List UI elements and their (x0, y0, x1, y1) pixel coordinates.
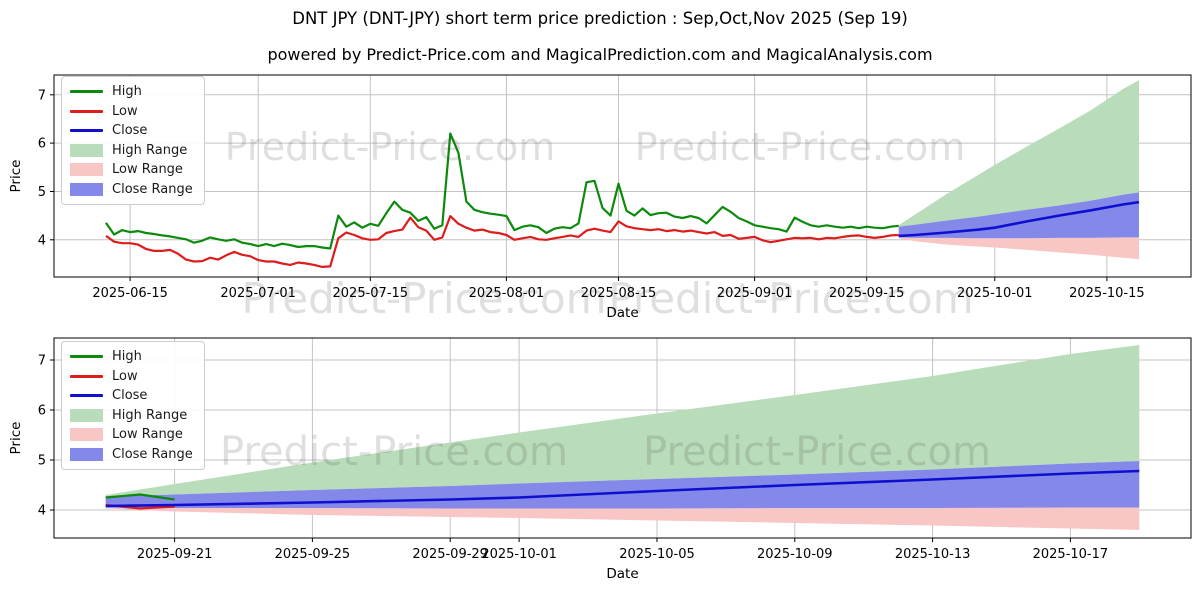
legend-item-low-range: Low Range (70, 160, 193, 180)
close-range-band (898, 192, 1139, 239)
legend-line-swatch (70, 129, 103, 133)
chart-title: DNT JPY (DNT-JPY) short term price predi… (292, 9, 908, 28)
x-tick-label: 2025-09-15 (829, 286, 905, 301)
watermark-text: Predict-Price.com (635, 125, 966, 169)
x-tick-label: 2025-07-01 (220, 286, 296, 301)
y-tick-label: 4 (38, 504, 46, 519)
low-range-band (898, 237, 1139, 260)
legend-patch-swatch (70, 408, 103, 422)
legend-label: High (112, 349, 142, 365)
chart-subtitle: powered by Predict-Price.com and Magical… (267, 45, 933, 64)
y-axis-label: Price (8, 160, 24, 193)
x-tick-label: 2025-09-21 (137, 547, 213, 562)
legend-label: Close (112, 388, 148, 404)
x-tick-label: 2025-10-09 (757, 547, 833, 562)
legend-patch-swatch (70, 143, 103, 157)
legend-item-low: Low (70, 367, 193, 387)
history-and-forecast-chart: Predict-Price.com Predict-Price.comPredic… (8, 74, 1192, 323)
close-forecast-line (105, 469, 1140, 508)
x-tick-label: 2025-10-01 (481, 547, 557, 562)
watermark-text: Predict-Price.com (225, 125, 556, 169)
close-range-band (105, 461, 1140, 509)
legend-label: Close Range (112, 446, 193, 462)
watermark-text: Predict-Price.com (608, 274, 973, 323)
legend-label: Close Range (112, 181, 193, 197)
y-tick-label: 5 (38, 454, 46, 469)
legend-item-close: Close (70, 386, 193, 406)
high-range-band (898, 80, 1139, 227)
legend-item-close: Close (70, 121, 193, 141)
close-forecast-line (898, 200, 1140, 238)
x-tick-label: 2025-09-25 (275, 547, 351, 562)
legend-line-swatch (70, 374, 103, 378)
plot-border (53, 74, 1192, 278)
legend-patch-swatch (70, 428, 103, 442)
legend-label: High Range (112, 407, 188, 423)
y-tick-label: 6 (38, 137, 46, 152)
y-tick-label: 4 (38, 233, 46, 248)
x-tick-label: 2025-10-17 (1033, 547, 1109, 562)
legend-label: High (112, 84, 142, 100)
watermark-text: Predict-Price.com (643, 429, 991, 475)
high-range-band (105, 345, 1140, 497)
legend-item-high-range: High Range (70, 406, 193, 426)
legend-label: Low Range (112, 162, 183, 178)
legend-item-low-range: Low Range (70, 425, 193, 445)
high-line (105, 132, 899, 250)
x-tick-label: 2025-10-05 (619, 547, 695, 562)
y-tick-label: 7 (38, 354, 46, 369)
legend-label: High Range (112, 142, 188, 158)
watermark-text: Predict-Price.com (220, 429, 568, 475)
x-tick-label: 2025-06-15 (92, 286, 168, 301)
legend-patch-swatch (70, 163, 103, 177)
y-tick-label: 6 (38, 404, 46, 419)
x-tick-label: 2025-10-13 (895, 547, 971, 562)
legend-label: Low (112, 103, 138, 119)
legend-item-high-range: High Range (70, 141, 193, 161)
legend-line-swatch (70, 90, 103, 94)
legend-line-swatch (70, 394, 103, 398)
legend-label: Low (112, 368, 138, 384)
y-tick-label: 7 (38, 88, 46, 103)
watermark-text: Predict-Price.com (241, 274, 606, 323)
low-line (105, 215, 899, 268)
x-tick-label: 2025-09-01 (717, 286, 793, 301)
legend-line-swatch (70, 355, 103, 359)
legend-top: High Low Close High Range Low Range Close Ran… (61, 76, 205, 205)
high-line (105, 493, 175, 501)
x-tick-label: 2025-10-15 (1069, 286, 1145, 301)
y-axis-label: Price (8, 422, 24, 455)
legend-item-low: Low (70, 102, 193, 122)
legend-label: Close (112, 123, 148, 139)
x-tick-label: 2025-10-01 (957, 286, 1033, 301)
y-tick-label: 5 (38, 185, 46, 200)
x-axis-label: Date (606, 566, 638, 582)
legend-bottom: High Low Close High Range Low Range Close Ran… (61, 341, 205, 470)
x-tick-label: 2025-08-15 (581, 286, 657, 301)
legend-item-close-range: Close Range (70, 180, 193, 200)
legend-patch-swatch (70, 447, 103, 461)
x-axis-label: Date (606, 305, 638, 321)
x-tick-label: 2025-09-29 (412, 547, 488, 562)
forecast-zoom-chart: Predict-Price.com Predict-Price.com 2025-0… (8, 337, 1192, 582)
legend-label: Low Range (112, 427, 183, 443)
legend-item-close-range: Close Range (70, 445, 193, 465)
legend-patch-swatch (70, 182, 103, 196)
legend-line-swatch (70, 109, 103, 113)
x-tick-label: 2025-07-15 (333, 286, 409, 301)
low-range-band (105, 507, 1140, 530)
x-tick-label: 2025-08-01 (469, 286, 545, 301)
plot-border (53, 337, 1192, 539)
legend-item-high: High (70, 347, 193, 367)
legend-item-high: High (70, 82, 193, 102)
